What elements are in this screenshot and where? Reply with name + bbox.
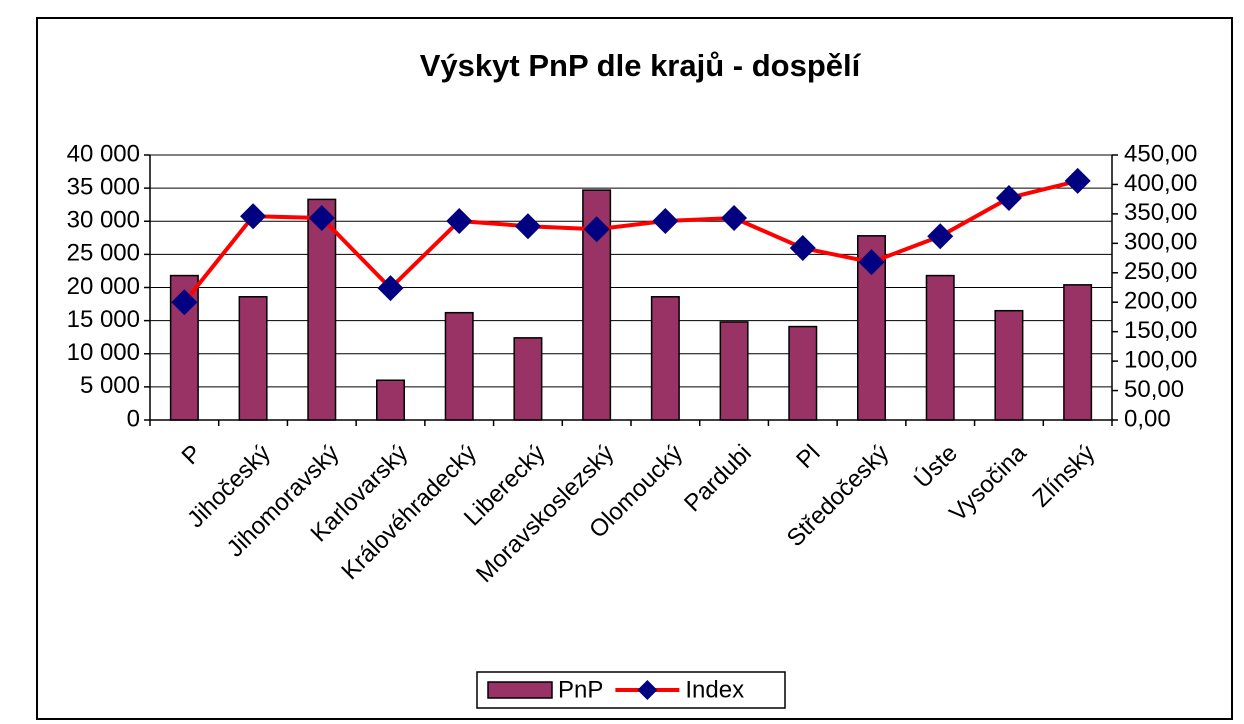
bar [719,321,749,421]
y2-tick-label: 200,00 [1124,288,1197,315]
y2-tick-label: 50,00 [1124,376,1184,403]
marker [995,184,1022,211]
y-tick-label: 15 000 [67,306,140,333]
y2-tick-label: 150,00 [1124,317,1197,344]
y2-tick-label: 350,00 [1124,199,1197,226]
legend-label: PnP [558,676,603,703]
marker [240,203,267,230]
y2-tick-label: 0,00 [1124,405,1171,432]
bar [513,337,543,421]
marker [514,213,541,240]
bar [444,311,474,421]
y-tick-label: 30 000 [67,207,140,234]
y-tick-label: 25 000 [67,240,140,267]
bar [925,274,955,421]
bar [307,198,337,421]
bar [788,325,818,421]
y2-tick-label: 400,00 [1124,170,1197,197]
y-tick-label: 5 000 [80,372,140,399]
line [182,178,1079,304]
marker [446,207,473,234]
y-tick-label: 20 000 [67,273,140,300]
marker [927,223,954,250]
bar [994,309,1024,421]
marker [1064,167,1091,194]
marker [583,216,610,243]
y-tick-label: 35 000 [67,173,140,200]
bar [1063,284,1093,421]
y2-tick-label: 300,00 [1124,229,1197,256]
bar [238,296,268,421]
marker [721,205,748,232]
legend-swatch [487,681,553,699]
marker [171,289,198,316]
marker [377,275,404,302]
marker [652,207,679,234]
y-tick-label: 40 000 [67,140,140,167]
bar [376,379,405,421]
y-tick-label: 10 000 [67,339,140,366]
y2-tick-label: 450,00 [1124,140,1197,167]
y2-tick-label: 250,00 [1124,258,1197,285]
marker [789,235,816,262]
y-tick-label: 0 [127,405,140,432]
chart-frame [36,17,1233,720]
marker [308,205,335,232]
legend-label: Index [685,676,744,703]
chart-title: Výskyt PnP dle krajů - dospělí [420,48,862,83]
bar [650,296,680,421]
y2-tick-label: 100,00 [1124,346,1197,373]
legend-marker [637,680,658,700]
marker [858,249,885,276]
